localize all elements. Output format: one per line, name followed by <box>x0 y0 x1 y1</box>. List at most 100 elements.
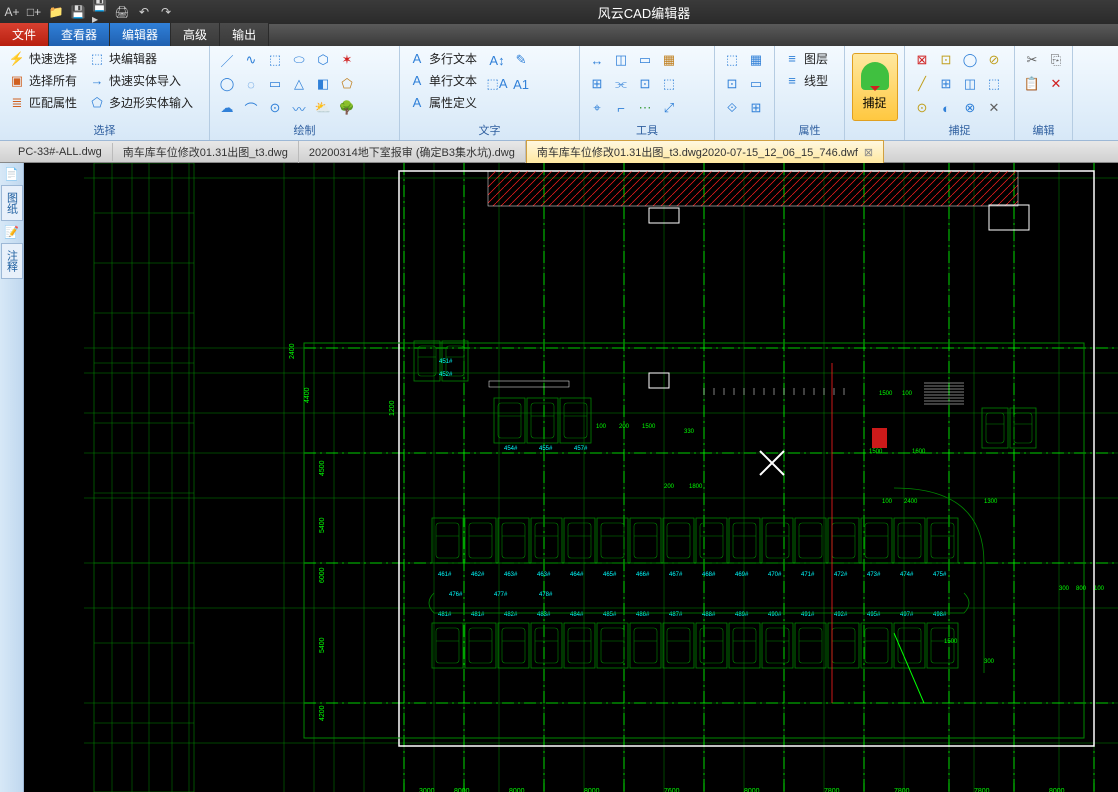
tool-icon[interactable]: ⬠ <box>336 73 358 95</box>
tool-icon[interactable]: ⊞ <box>586 73 608 95</box>
menutab-查看器[interactable]: 查看器 <box>49 23 110 46</box>
tool-icon[interactable]: ⊡ <box>634 73 656 95</box>
tool-icon[interactable]: ☁ <box>216 97 238 119</box>
app-icon[interactable]: A+ <box>4 4 20 20</box>
side-tab[interactable]: 图纸 <box>1 185 23 221</box>
tool-icon[interactable]: ⤢ <box>658 97 680 119</box>
tool-icon[interactable]: ⛅ <box>312 97 334 119</box>
select-item[interactable]: ⚡快速选择 <box>6 49 80 68</box>
menutab-编辑器[interactable]: 编辑器 <box>110 23 171 46</box>
text-item[interactable]: A单行文本 <box>406 71 480 90</box>
svg-text:469#: 469# <box>735 572 749 578</box>
tool-icon[interactable]: 📋 <box>1021 73 1043 95</box>
print-icon[interactable]: 🖨 <box>114 4 130 20</box>
tool-icon[interactable]: △ <box>288 73 310 95</box>
attr-item[interactable]: ≡图层 <box>781 49 838 68</box>
tool-icon[interactable]: ⊗ <box>959 97 981 119</box>
close-icon[interactable]: ⊠ <box>864 147 873 159</box>
tool-icon[interactable]: ⬚ <box>721 49 743 71</box>
capture-button[interactable]: 捕捉 <box>852 53 898 121</box>
text-item[interactable]: A属性定义 <box>406 93 480 112</box>
tool-icon[interactable]: ▭ <box>634 49 656 71</box>
doctab[interactable]: PC-33#-ALL.dwg <box>8 143 113 161</box>
menutab-高级[interactable]: 高级 <box>171 23 220 46</box>
tool-icon[interactable]: ◌ <box>240 73 262 95</box>
tool-icon[interactable]: ▦ <box>745 49 767 71</box>
svg-text:2400: 2400 <box>904 499 918 505</box>
tool-icon[interactable]: ✂ <box>1021 49 1043 71</box>
tool-icon[interactable]: A1 <box>510 73 532 95</box>
side-icon[interactable]: 📄 <box>4 167 19 181</box>
tool-icon[interactable]: ⬚ <box>264 49 286 71</box>
select-item[interactable]: ⬠多边形实体输入 <box>86 93 196 112</box>
tool-icon[interactable]: ⊠ <box>911 49 933 71</box>
saveas-icon[interactable]: 💾▸ <box>92 4 108 20</box>
tool-icon[interactable]: ⋯ <box>634 97 656 119</box>
doctab[interactable]: 南车库车位修改01.31出图_t3.dwg <box>113 141 299 163</box>
tool-icon[interactable]: ⬚ <box>983 73 1005 95</box>
text-item[interactable]: A多行文本 <box>406 49 480 68</box>
side-icon[interactable]: 📝 <box>4 225 19 239</box>
tool-icon[interactable]: ／ <box>216 49 238 71</box>
tool-icon[interactable]: ⊙ <box>911 97 933 119</box>
tool-icon[interactable]: ▭ <box>745 73 767 95</box>
tool-icon[interactable]: ⎘ <box>1045 49 1067 71</box>
titlebar: A+□+📁💾💾▸🖨↶↷ 风云CAD编辑器 <box>0 0 1118 24</box>
tool-icon[interactable]: ⊞ <box>935 73 957 95</box>
tool-icon[interactable]: ⬚A <box>486 73 508 95</box>
menutab-文件[interactable]: 文件 <box>0 23 49 46</box>
select-item[interactable]: →快速实体导入 <box>86 71 196 90</box>
tool-icon[interactable]: ⊞ <box>745 97 767 119</box>
doctab[interactable]: 20200314地下室报审 (确定B3集水坑).dwg <box>299 141 526 163</box>
tool-icon[interactable]: ⊘ <box>983 49 1005 71</box>
tool-icon[interactable]: ◧ <box>312 73 334 95</box>
tool-icon[interactable]: ✕ <box>983 97 1005 119</box>
open-icon[interactable]: 📁 <box>48 4 64 20</box>
tool-icon[interactable]: ⬭ <box>288 49 310 71</box>
tool-icon[interactable]: ✶ <box>336 49 358 71</box>
tool-icon[interactable]: ↔ <box>586 49 608 71</box>
menutab-输出[interactable]: 输出 <box>220 23 269 46</box>
svg-text:474#: 474# <box>900 572 914 578</box>
tool-icon[interactable]: ⬚ <box>658 73 680 95</box>
doctab[interactable]: 南车库车位修改01.31出图_t3.dwg2020-07-15_12_06_15… <box>526 140 884 163</box>
select-item[interactable]: ▣选择所有 <box>6 71 80 90</box>
save-icon[interactable]: 💾 <box>70 4 86 20</box>
tool-icon[interactable]: ⊡ <box>721 73 743 95</box>
tool-icon[interactable]: ▭ <box>264 73 286 95</box>
tool-icon[interactable]: ⫘ <box>610 73 632 95</box>
tool-icon[interactable]: ∿ <box>240 49 262 71</box>
tool-icon[interactable]: ◐ <box>935 97 957 119</box>
redo-icon[interactable]: ↷ <box>158 4 174 20</box>
svg-text:100: 100 <box>1094 586 1105 592</box>
tool-icon[interactable]: ⊙ <box>264 97 286 119</box>
tool-icon[interactable]: ✎ <box>510 49 532 71</box>
tool-icon[interactable]: ⌖ <box>586 97 608 119</box>
tool-icon[interactable]: ⌐ <box>610 97 632 119</box>
new-icon[interactable]: □+ <box>26 4 42 20</box>
drawing-canvas[interactable]: 461#462#463#463#464#465#466#467#468#469#… <box>24 163 1118 792</box>
tool-icon[interactable]: ⟐ <box>721 97 743 119</box>
tool-icon[interactable]: ⬡ <box>312 49 334 71</box>
select-item[interactable]: ⬚块编辑器 <box>86 49 196 68</box>
side-tab[interactable]: 注释 <box>1 243 23 279</box>
tool-icon[interactable]: ⌒ <box>240 97 262 119</box>
ribbon-group-edit: ✂⎘📋✕ 编辑 <box>1015 46 1073 140</box>
document-tabs: PC-33#-ALL.dwg南车库车位修改01.31出图_t3.dwg20200… <box>0 141 1118 163</box>
tool-icon[interactable]: ◫ <box>610 49 632 71</box>
tool-icon[interactable]: 🌳 <box>336 97 358 119</box>
select-item[interactable]: ≣匹配属性 <box>6 93 80 112</box>
tool-icon[interactable]: ◫ <box>959 73 981 95</box>
tool-icon[interactable]: 〰 <box>288 97 310 119</box>
tool-icon[interactable]: ◯ <box>216 73 238 95</box>
tool-icon[interactable]: ◯ <box>959 49 981 71</box>
tool-icon[interactable]: ╱ <box>911 73 933 95</box>
ribbon-label: 编辑 <box>1021 120 1066 138</box>
undo-icon[interactable]: ↶ <box>136 4 152 20</box>
tool-icon[interactable]: ✕ <box>1045 73 1067 95</box>
tool-icon[interactable]: A↕ <box>486 49 508 71</box>
tool-icon[interactable]: ▦ <box>658 49 680 71</box>
tool-icon[interactable]: ⊡ <box>935 49 957 71</box>
svg-text:1500: 1500 <box>879 391 893 397</box>
attr-item[interactable]: ≡线型 <box>781 71 838 90</box>
